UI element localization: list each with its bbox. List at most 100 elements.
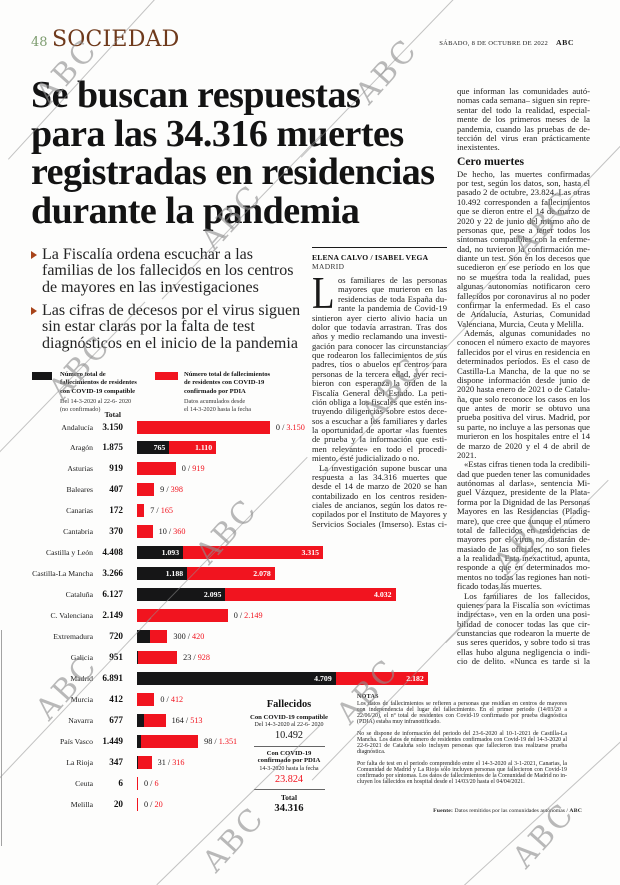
bar-value-label: 0 / 2.149 (234, 609, 263, 622)
bar-value-label: 1.093 (137, 546, 183, 559)
region-total: 3.266 (95, 567, 123, 580)
bar-confirmed (137, 609, 228, 622)
region-total: 407 (95, 483, 123, 496)
bar-compatible-count: 31 / (158, 758, 173, 767)
bar-compatible-count: 7 / (150, 506, 160, 515)
bar-compatible-count: 0 / (144, 800, 154, 809)
bar-confirmed-count: 919 (192, 464, 204, 473)
bar-value-label: 2.095 (137, 588, 225, 601)
note-paragraph: No se dis­po­ne de in­for­ma­ción del pe… (357, 731, 567, 755)
bar-confirmed-count: 316 (172, 758, 184, 767)
region-label: C. Valenciana (0, 609, 93, 622)
summary-item-value: 23.824 (229, 775, 349, 786)
headline-line: registradas en residencias (31, 153, 461, 192)
source-text: Datos remitidos por las comunidades autó… (453, 808, 569, 814)
summary-item-label: Con COVID-19 compatible (229, 714, 349, 721)
bar-compatible-count: 0 / (144, 779, 154, 788)
standfirst-text: La Fiscalía ordena escuchar a las famili… (42, 246, 293, 296)
region-label: Madrid (0, 672, 93, 685)
headline-line: Se buscan respuestas (31, 76, 461, 115)
standfirst-text: Las cifras de decesos por el virus sigue… (42, 302, 300, 352)
source-line: Fuente: Datos remitidos por las comunida… (340, 808, 582, 814)
legend-swatch-compatible (32, 372, 52, 381)
summary-total-label: Total (229, 794, 349, 802)
bar-confirmed-count: 6 (154, 779, 158, 788)
summary-item-sublabel: 14-3-2020 hasta la fecha (229, 766, 349, 773)
region-label: Galicia (0, 651, 93, 664)
region-label: Cantabria (0, 525, 93, 538)
section-title: SOCIEDAD (52, 27, 179, 52)
region-label: Andalucía (0, 421, 93, 434)
bar-confirmed (137, 693, 154, 706)
newspaper-brand: ABC (556, 38, 574, 47)
standfirst: La Fiscalía ordena escuchar a las famili… (31, 247, 304, 358)
bar-confirmed: 1.110 (169, 441, 216, 454)
chart-total-header: Total (61, 410, 121, 419)
note-paragraph: Los datos de fa­lle­ci­mien­tos se re­fi… (357, 701, 567, 725)
bar-compatible-count: 0 / (276, 423, 286, 432)
paragraph: que in­for­man las co­mu­ni­da­des au­tó… (457, 87, 590, 153)
region-label: La Rioja (0, 756, 93, 769)
standfirst-item: Las cifras de decesos por el virus sigue… (31, 303, 304, 352)
region-total: 720 (95, 630, 123, 643)
bar-confirmed (137, 462, 176, 475)
subhead: Cero muer­tes (457, 156, 590, 168)
bar-confirmed (138, 651, 177, 664)
bar-confirmed-count: 398 (171, 485, 183, 494)
bar-confirmed (141, 735, 198, 748)
bar-confirmed (137, 421, 270, 434)
summary-total-value: 34.316 (229, 803, 349, 815)
bar-confirmed (137, 504, 144, 517)
bar-compatible-count: 10 / (159, 527, 174, 536)
bar-compatible-count: 0 / (182, 464, 192, 473)
bullet-arrow-icon (31, 251, 37, 259)
bar-compatible: 765 (137, 441, 169, 454)
bar-value-label: 9 / 398 (160, 483, 183, 496)
region-label: Extremadura (0, 630, 93, 643)
bar-value-label: 2.078 (187, 567, 275, 580)
page-number: 48 (31, 35, 48, 50)
byline: ELENA CALVO / ISABEL VEGA (312, 253, 447, 262)
region-total: 370 (95, 525, 123, 538)
bar-compatible-count: 0 / (160, 695, 170, 704)
bar-confirmed (137, 798, 138, 811)
notes-title: NOTAS (357, 694, 567, 701)
bar-compatible: 4.709 (137, 672, 336, 685)
region-total: 2.149 (95, 609, 123, 622)
region-label: Navarra (0, 714, 93, 727)
bar-value-label: 0 / 3.150 (276, 421, 305, 434)
region-total: 172 (95, 504, 123, 517)
legend-confirmed: Número total de fallecimientos de reside… (184, 371, 294, 414)
bar-value-label: 0 / 412 (160, 693, 183, 706)
legend-compatible: Número total de fallecimientos de reside… (60, 371, 170, 414)
bar-value-label: 0 / 919 (182, 462, 205, 475)
bar-value-label: 3.315 (183, 546, 323, 559)
legend-sublabel: Datos acumulados desde el 14-3-2020 hast… (184, 398, 294, 414)
bar-value-label: 164 / 513 (172, 714, 203, 727)
bar-confirmed (144, 714, 166, 727)
bar-confirmed-count: 3.150 (286, 423, 304, 432)
date-text: SÁBADO, 8 DE OCTUBRE DE 2022 (439, 40, 548, 47)
bar-compatible-count: 300 / (173, 632, 192, 641)
summary-item-label: Con COVID-19 confirmado por PDIA (229, 750, 349, 764)
bar-compatible (137, 714, 144, 727)
region-label: Cataluña (0, 588, 93, 601)
bar-confirmed (138, 756, 151, 769)
source-brand: ABC (569, 808, 582, 814)
bar-compatible-count: 23 / (183, 653, 198, 662)
standfirst-item: La Fiscalía ordena escuchar a las famili… (31, 247, 304, 296)
bar-compatible: 1.188 (137, 567, 187, 580)
bar-compatible-count: 9 / (160, 485, 170, 494)
region-total: 3.150 (95, 421, 123, 434)
bar-value-label: 31 / 316 (158, 756, 185, 769)
